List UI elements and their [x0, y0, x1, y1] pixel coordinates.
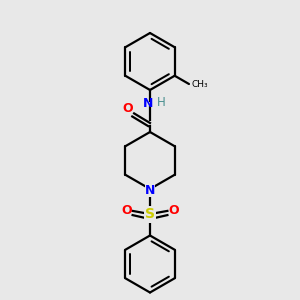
Text: S: S: [145, 208, 155, 221]
Text: N: N: [143, 97, 154, 110]
Text: O: O: [121, 204, 132, 217]
Text: H: H: [157, 96, 166, 109]
Text: N: N: [145, 184, 155, 197]
Text: O: O: [168, 204, 179, 217]
Text: O: O: [123, 102, 134, 115]
Text: CH₃: CH₃: [191, 80, 208, 89]
